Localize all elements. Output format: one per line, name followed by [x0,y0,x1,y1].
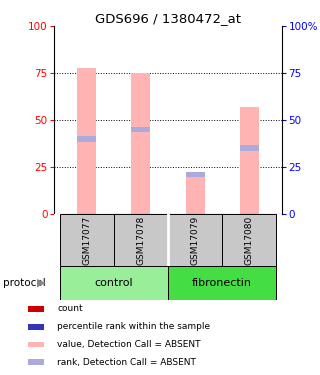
Title: GDS696 / 1380472_at: GDS696 / 1380472_at [95,12,241,25]
Text: GSM17078: GSM17078 [136,215,146,265]
Bar [186,172,204,214]
Text: protocol: protocol [3,278,46,288]
Bar [222,214,276,266]
Bar [28,360,44,365]
Text: rank, Detection Call = ABSENT: rank, Detection Call = ABSENT [57,358,196,367]
Bar [240,107,259,214]
Text: value, Detection Call = ABSENT: value, Detection Call = ABSENT [57,340,201,349]
Text: GSM17079: GSM17079 [190,215,200,265]
Bar [168,266,276,300]
Bar [240,146,259,151]
Text: percentile rank within the sample: percentile rank within the sample [57,322,210,331]
Bar [114,214,168,266]
Text: fibronectin: fibronectin [192,278,252,288]
Bar [186,172,204,177]
Bar [132,127,150,132]
Bar [28,306,44,312]
Bar [77,136,96,142]
Bar [28,324,44,330]
Text: control: control [95,278,133,288]
Bar [77,68,96,214]
Text: count: count [57,304,83,313]
Text: ▶: ▶ [37,278,45,288]
Bar [168,214,222,266]
Text: GSM17077: GSM17077 [82,215,91,265]
Bar [132,73,150,214]
Bar [60,214,114,266]
Bar [60,266,168,300]
Bar [28,342,44,347]
Text: GSM17080: GSM17080 [245,215,254,265]
